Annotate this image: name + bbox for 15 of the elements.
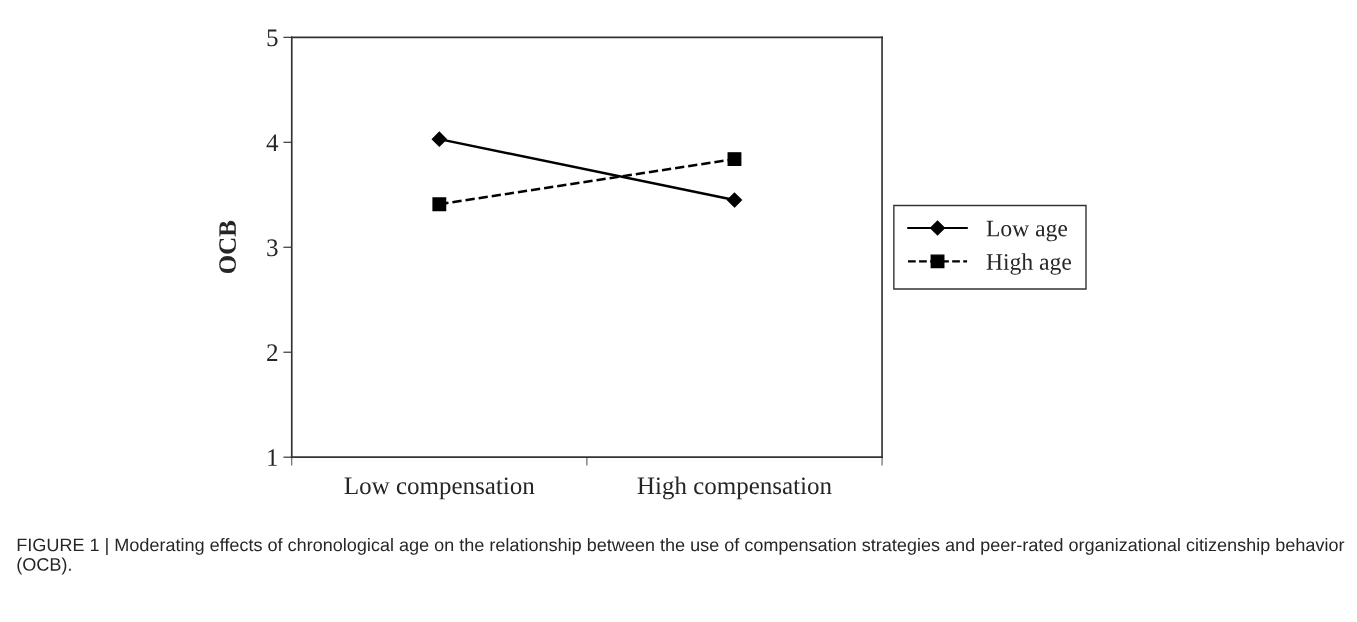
legend-label: High age xyxy=(986,253,1072,275)
point xyxy=(432,197,447,212)
y-tick-label: 1 xyxy=(268,449,278,466)
point xyxy=(431,131,447,147)
x-tick-label: High compensation xyxy=(637,476,832,500)
y-tick-label: 3 xyxy=(267,239,278,257)
y-axis-title: OCB xyxy=(219,220,236,274)
y-tick-label: 5 xyxy=(267,29,278,47)
y-tick-label: 2 xyxy=(267,344,278,361)
point xyxy=(727,152,742,167)
y-tick-label: 4 xyxy=(266,134,279,151)
legend-label: Low age xyxy=(986,220,1068,242)
x-tick-label: Low compensation xyxy=(344,477,535,500)
caption: FIGURE 1 | Moderating effects of chronological age on the relationship between the use of compensation strategies and peer-rated organizational citizenship behavior (OCB). xyxy=(17,538,1345,575)
point xyxy=(726,192,743,208)
